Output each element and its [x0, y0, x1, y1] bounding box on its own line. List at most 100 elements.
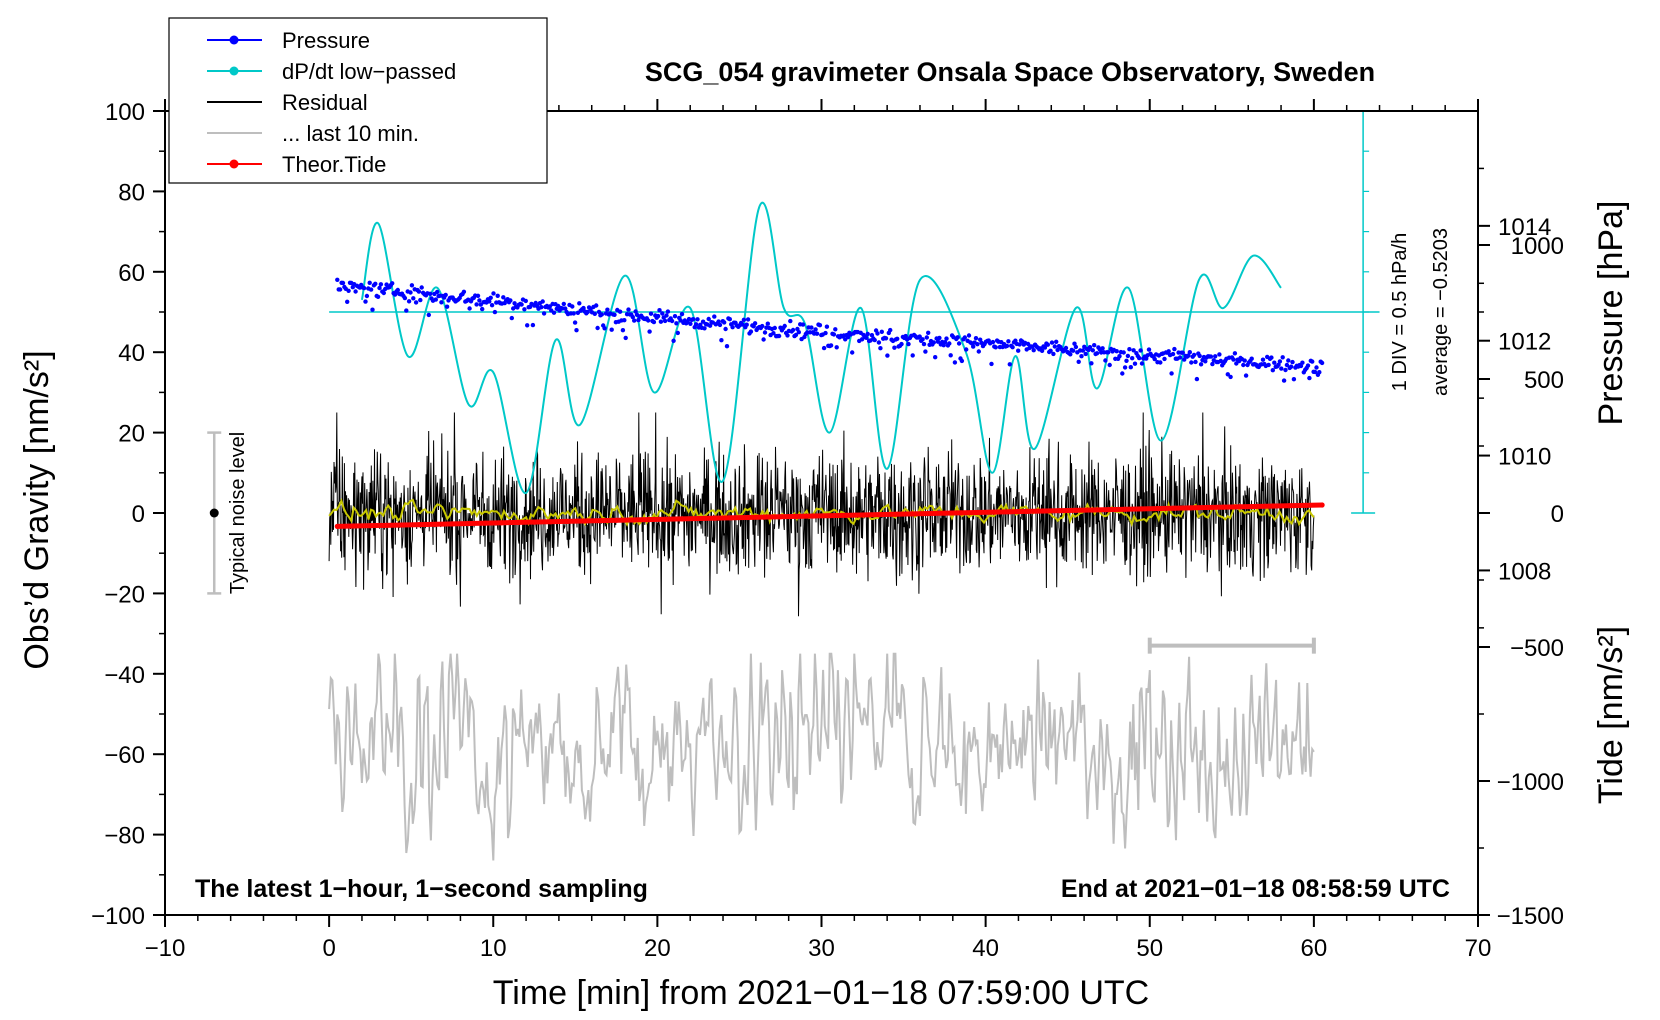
x-tick-label: 20 — [644, 935, 671, 962]
pressure-point — [741, 317, 747, 322]
pressure-point — [955, 335, 960, 340]
pressure-point — [962, 335, 967, 340]
tide-point — [942, 510, 948, 516]
pressure-point — [878, 346, 883, 351]
y-axis-title-left: Obs’d Gravity [nm/s²] — [18, 350, 56, 669]
pressure-point — [345, 299, 350, 304]
pressure-point — [716, 319, 721, 324]
pressure-point — [1284, 362, 1290, 368]
pressure-point — [364, 293, 370, 299]
pressure-point — [776, 333, 782, 339]
pressure-point — [1288, 364, 1294, 369]
pressure-point — [492, 309, 498, 315]
pressure-point — [1144, 356, 1149, 361]
pressure-point — [633, 309, 638, 314]
pressure-series — [335, 277, 1325, 383]
tide-tick-label: −500 — [1510, 635, 1564, 662]
pressure-point — [1228, 374, 1233, 380]
pressure-point — [655, 313, 661, 319]
pressure-point — [740, 322, 745, 327]
pressure-point — [1162, 356, 1167, 362]
pressure-point — [744, 322, 749, 327]
pressure-point — [622, 318, 627, 323]
pressure-point — [395, 287, 400, 293]
noise-label: Typical noise level — [227, 432, 249, 594]
pressure-point — [1231, 357, 1236, 362]
pressure-point — [1128, 365, 1134, 370]
pressure-point — [1241, 362, 1246, 368]
pressure-point — [942, 340, 948, 345]
tide-point — [1221, 504, 1227, 510]
pressure-point — [594, 303, 599, 308]
legend-label: dP/dt low−passed — [282, 59, 456, 84]
pressure-point — [1031, 348, 1036, 353]
tide-point — [876, 511, 882, 518]
pressure-point — [489, 303, 495, 308]
tide-point — [1056, 508, 1063, 514]
pressure-point — [828, 343, 834, 348]
pressure-point — [966, 333, 972, 338]
pressure-point — [340, 280, 346, 286]
tide-point — [843, 512, 849, 518]
pressure-point — [363, 299, 368, 304]
pressure-point — [609, 327, 614, 332]
pressure-point — [892, 345, 897, 350]
tide-point — [1122, 506, 1128, 512]
pressure-point — [702, 326, 707, 331]
pressure-point — [1208, 354, 1214, 359]
residual-smoothed-series — [328, 498, 1315, 528]
tide-point — [334, 523, 340, 530]
tide-point — [548, 519, 554, 525]
pressure-point — [428, 291, 433, 296]
pressure-point — [674, 321, 679, 326]
legend-item: ... last 10 min. — [207, 121, 419, 146]
pressure-point — [1198, 362, 1204, 367]
pressure-point — [1072, 341, 1077, 346]
pressure-point — [1006, 339, 1011, 344]
pressure-point — [724, 344, 730, 349]
pressure-point — [605, 307, 610, 312]
pressure-point — [688, 321, 693, 326]
x-tick-label: 50 — [1136, 935, 1163, 962]
pressure-point — [959, 358, 965, 364]
pressure-point — [419, 285, 424, 290]
pressure-point — [1172, 346, 1177, 352]
pressure-point — [899, 341, 904, 347]
y-axis-title-pressure: Pressure [hPa] — [1592, 201, 1630, 426]
pressure-point — [433, 297, 438, 302]
pressure-tick-label: 1010 — [1498, 444, 1551, 471]
pressure-point — [602, 326, 607, 331]
pressure-point — [563, 306, 568, 311]
pressure-point — [1070, 348, 1076, 353]
pressure-point — [947, 341, 952, 346]
pressure-point — [761, 337, 766, 342]
pressure-point — [924, 335, 929, 340]
pressure-point — [646, 318, 651, 323]
pressure-point — [920, 337, 925, 342]
pressure-point — [1146, 347, 1152, 352]
tide-tick-label: 0 — [1551, 501, 1564, 528]
pressure-point — [831, 332, 837, 337]
tide-point — [745, 514, 751, 521]
pressure-point — [1087, 345, 1093, 350]
pressure-point — [788, 318, 793, 324]
pressure-point — [461, 289, 467, 294]
note-left: The latest 1−hour, 1−second sampling — [195, 875, 648, 903]
pressure-point — [335, 277, 340, 282]
y-tick-label: −40 — [104, 662, 145, 689]
pressure-point — [599, 312, 604, 317]
y-tick-label: −60 — [104, 742, 145, 769]
tide-point — [1270, 503, 1276, 509]
tide-point — [859, 512, 866, 518]
pressure-point — [1314, 365, 1319, 370]
pressure-point — [1319, 360, 1325, 366]
pressure-point — [595, 325, 600, 331]
pressure-tick-label: 1008 — [1498, 558, 1551, 585]
tide-point — [827, 513, 833, 519]
pressure-point — [706, 316, 711, 322]
tide-point — [416, 522, 422, 528]
pressure-point — [664, 313, 669, 318]
pressure-point — [1048, 348, 1053, 353]
pressure-point — [648, 311, 654, 316]
pressure-point — [1307, 375, 1312, 381]
